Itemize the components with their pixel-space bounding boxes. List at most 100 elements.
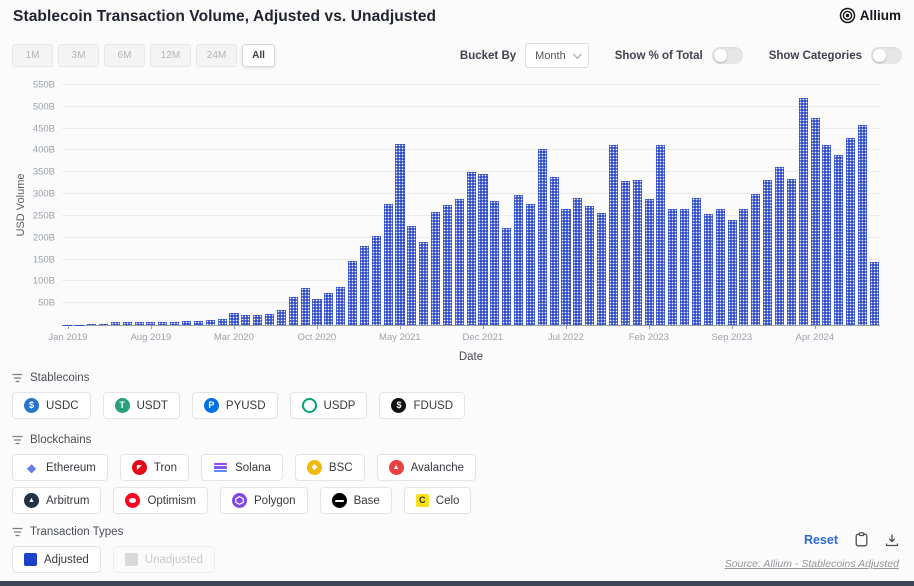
- bar-Dec-2022[interactable]: [620, 180, 630, 325]
- time-range-button-24m[interactable]: 24M: [196, 44, 237, 67]
- bar-Sep-2022[interactable]: [585, 205, 595, 325]
- bucket-by-select[interactable]: Month: [525, 43, 589, 68]
- bar-Feb-2024[interactable]: [786, 178, 796, 325]
- bar-Jul-2022[interactable]: [561, 208, 571, 325]
- copy-clipboard-icon[interactable]: [855, 532, 868, 547]
- time-range-button-all[interactable]: All: [242, 44, 275, 67]
- bar-Jun-2020[interactable]: [265, 313, 275, 325]
- filter-chip-bsc[interactable]: ◆ BSC: [294, 454, 365, 481]
- filter-chip-fdusd[interactable]: $ FDUSD: [379, 392, 466, 419]
- bar-Dec-2019[interactable]: [193, 320, 203, 325]
- bar-Dec-2021[interactable]: [478, 174, 488, 325]
- bar-Jun-2021[interactable]: [407, 225, 417, 325]
- bar-Sep-2023[interactable]: [727, 219, 737, 325]
- bar-Oct-2019[interactable]: [170, 321, 180, 325]
- filter-chip-solana[interactable]: Solana: [201, 454, 283, 481]
- bar-Jan-2024[interactable]: [774, 167, 785, 325]
- bar-Nov-2021[interactable]: [466, 172, 476, 325]
- chip-label: Optimism: [147, 494, 197, 507]
- bar-Feb-2021[interactable]: [359, 246, 369, 325]
- bar-Jul-2019[interactable]: [134, 321, 144, 325]
- bar-Jan-2022[interactable]: [490, 200, 500, 325]
- download-icon[interactable]: [885, 533, 899, 547]
- filter-chip-unadjusted[interactable]: Unadjusted: [112, 546, 215, 573]
- bar-Dec-2023[interactable]: [763, 180, 773, 325]
- filter-chip-polygon[interactable]: Polygon: [220, 487, 308, 514]
- bar-Sep-2024[interactable]: [869, 261, 879, 325]
- filter-chip-avalanche[interactable]: ▲ Avalanche: [376, 454, 477, 481]
- show-categories-toggle[interactable]: [871, 47, 902, 64]
- bar-Oct-2021[interactable]: [454, 199, 464, 325]
- filter-chip-usdt[interactable]: T USDT: [102, 392, 180, 419]
- bar-Apr-2023[interactable]: [668, 209, 678, 325]
- time-range-button-3m[interactable]: 3M: [58, 44, 99, 67]
- bar-May-2023[interactable]: [680, 209, 690, 325]
- bar-Feb-2023[interactable]: [644, 199, 654, 325]
- bar-Nov-2019[interactable]: [181, 321, 192, 325]
- bar-Feb-2022[interactable]: [502, 227, 512, 325]
- filter-chip-arbitrum[interactable]: ▲ Arbitrum: [12, 487, 102, 514]
- time-range-button-1m[interactable]: 1M: [12, 44, 53, 67]
- filter-chip-optimism[interactable]: Optimism: [113, 487, 209, 514]
- bar-May-2019[interactable]: [110, 321, 120, 325]
- bar-Oct-2022[interactable]: [597, 213, 607, 325]
- filter-chip-base[interactable]: Base: [319, 487, 392, 514]
- bar-Jun-2023[interactable]: [691, 197, 702, 325]
- bar-Nov-2023[interactable]: [751, 194, 761, 325]
- time-range-button-12m[interactable]: 12M: [150, 44, 191, 67]
- bar-Feb-2020[interactable]: [217, 318, 227, 325]
- bar-Jul-2021[interactable]: [419, 242, 429, 325]
- bar-Oct-2020[interactable]: [312, 298, 322, 325]
- bar-Apr-2020[interactable]: [241, 315, 251, 325]
- bar-Aug-2021[interactable]: [431, 211, 441, 325]
- bar-Mar-2023[interactable]: [656, 145, 666, 325]
- bar-Oct-2023[interactable]: [739, 208, 749, 325]
- bar-May-2022[interactable]: [537, 148, 547, 325]
- filter-chip-usdp[interactable]: USDP: [289, 392, 368, 419]
- bar-Mar-2019[interactable]: [87, 324, 97, 325]
- show-pct-toggle[interactable]: [711, 47, 743, 64]
- bar-Mar-2020[interactable]: [229, 312, 239, 325]
- bar-Apr-2019[interactable]: [98, 323, 109, 325]
- bar-Apr-2024[interactable]: [810, 118, 820, 325]
- filter-chip-pyusd[interactable]: P PYUSD: [191, 392, 278, 419]
- bar-Jun-2024[interactable]: [834, 154, 844, 325]
- bar-Mar-2024[interactable]: [798, 98, 808, 325]
- reset-button[interactable]: Reset: [803, 532, 838, 547]
- filter-chip-ethereum[interactable]: ◆ Ethereum: [12, 454, 108, 481]
- bar-Mar-2022[interactable]: [514, 195, 524, 325]
- filter-chip-adjusted[interactable]: Adjusted: [12, 546, 101, 573]
- fdusd-icon: $: [391, 398, 407, 413]
- bar-Jan-2023[interactable]: [632, 180, 642, 325]
- bar-Nov-2020[interactable]: [324, 292, 334, 325]
- source-attribution[interactable]: Source: Allium - Stablecoins Adjusted: [724, 558, 899, 570]
- bar-Jul-2024[interactable]: [846, 137, 856, 325]
- bar-May-2024[interactable]: [822, 145, 832, 325]
- bar-Sep-2020[interactable]: [300, 288, 310, 325]
- bar-Aug-2022[interactable]: [573, 197, 583, 325]
- bar-Aug-2023[interactable]: [715, 209, 725, 325]
- bsc-icon: ◆: [306, 460, 322, 475]
- bar-Jun-2022[interactable]: [549, 176, 559, 325]
- bar-Sep-2019[interactable]: [158, 321, 168, 325]
- bar-Mar-2021[interactable]: [371, 235, 381, 325]
- bar-May-2021[interactable]: [395, 143, 405, 325]
- filter-chip-celo[interactable]: C Celo: [403, 487, 472, 514]
- bar-Apr-2022[interactable]: [525, 203, 535, 325]
- bar-Jul-2020[interactable]: [276, 309, 286, 325]
- bar-Aug-2019[interactable]: [146, 322, 156, 325]
- bar-May-2020[interactable]: [253, 314, 263, 325]
- filter-chip-tron[interactable]: ◤ Tron: [119, 454, 190, 481]
- time-range-button-6m[interactable]: 6M: [104, 44, 145, 67]
- bar-Jun-2019[interactable]: [122, 322, 132, 325]
- bar-Aug-2024[interactable]: [857, 124, 868, 325]
- bar-Sep-2021[interactable]: [442, 205, 452, 325]
- bar-Jan-2020[interactable]: [205, 319, 215, 325]
- filter-chip-usdc[interactable]: $ USDC: [12, 392, 91, 419]
- bar-Aug-2020[interactable]: [288, 296, 298, 325]
- bar-Jul-2023[interactable]: [703, 213, 713, 325]
- bar-Nov-2022[interactable]: [608, 145, 618, 325]
- bar-Jan-2021[interactable]: [348, 261, 358, 325]
- bar-Apr-2021[interactable]: [383, 204, 393, 325]
- bar-Dec-2020[interactable]: [336, 286, 346, 325]
